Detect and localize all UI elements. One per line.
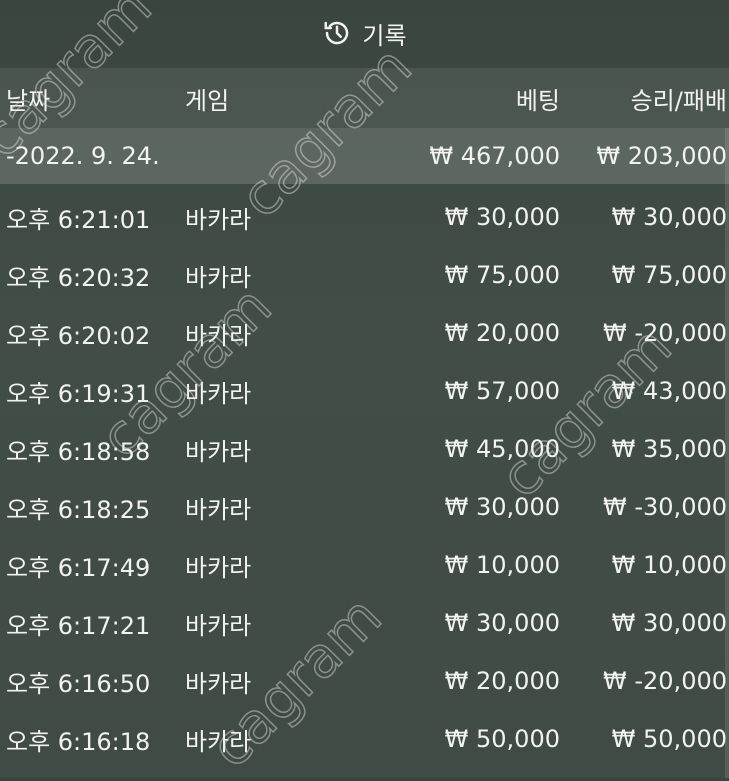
row-result: ₩ 75,000 bbox=[611, 261, 727, 289]
row-bet: ₩ 30,000 bbox=[444, 609, 560, 637]
column-result: 승리/패배 bbox=[630, 86, 727, 115]
row-bet: ₩ 30,000 bbox=[444, 203, 560, 231]
row-game: 바카라 bbox=[185, 669, 252, 698]
title-label: 기록 bbox=[362, 21, 407, 50]
row-result: ₩ 10,000 bbox=[611, 551, 727, 579]
row-bet: ₩ 75,000 bbox=[444, 261, 560, 289]
table-header: 날짜 게임 베팅 승리/패배 bbox=[0, 68, 729, 128]
group-date: -2022. 9. 24. bbox=[6, 142, 160, 170]
row-time: 오후 6:20:32 bbox=[6, 263, 151, 292]
row-time: 오후 6:17:49 bbox=[6, 553, 151, 582]
group-result-total: ₩ 203,000 bbox=[596, 142, 727, 170]
table-row[interactable]: 오후 6:17:49 바카라 ₩ 10,000 ₩ 10,000 bbox=[0, 536, 729, 594]
table-row[interactable]: 오후 6:16:50 바카라 ₩ 20,000 ₩ -20,000 bbox=[0, 652, 729, 710]
row-result: ₩ 30,000 bbox=[611, 609, 727, 637]
table-row[interactable]: 오후 6:21:01 바카라 ₩ 30,000 ₩ 30,000 bbox=[0, 188, 729, 246]
row-time: 오후 6:19:31 bbox=[6, 379, 151, 408]
row-game: 바카라 bbox=[185, 321, 252, 350]
page-title: 기록 bbox=[0, 0, 729, 66]
row-bet: ₩ 20,000 bbox=[444, 667, 560, 695]
table-row[interactable]: 오후 6:18:58 바카라 ₩ 45,000 ₩ 35,000 bbox=[0, 420, 729, 478]
history-icon bbox=[324, 21, 349, 45]
row-result: ₩ 50,000 bbox=[611, 725, 727, 753]
table-row[interactable]: 오후 6:19:31 바카라 ₩ 57,000 ₩ 43,000 bbox=[0, 362, 729, 420]
row-time: 오후 6:20:02 bbox=[6, 321, 151, 350]
row-result: ₩ 43,000 bbox=[611, 377, 727, 405]
date-group-row[interactable]: -2022. 9. 24. ₩ 467,000 ₩ 203,000 bbox=[0, 128, 729, 184]
table-row[interactable]: 오후 6:20:02 바카라 ₩ 20,000 ₩ -20,000 bbox=[0, 304, 729, 362]
table-row[interactable]: 오후 6:18:25 바카라 ₩ 30,000 ₩ -30,000 bbox=[0, 478, 729, 536]
row-time: 오후 6:17:21 bbox=[6, 611, 151, 640]
table-row[interactable]: 오후 6:16:18 바카라 ₩ 50,000 ₩ 50,000 bbox=[0, 710, 729, 768]
row-time: 오후 6:16:50 bbox=[6, 669, 151, 698]
row-game: 바카라 bbox=[185, 611, 252, 640]
row-result: ₩ -20,000 bbox=[603, 319, 727, 347]
row-bet: ₩ 57,000 bbox=[444, 377, 560, 405]
row-result: ₩ -20,000 bbox=[603, 667, 727, 695]
row-game: 바카라 bbox=[185, 727, 252, 756]
row-time: 오후 6:18:58 bbox=[6, 437, 151, 466]
row-bet: ₩ 45,000 bbox=[444, 435, 560, 463]
row-bet: ₩ 30,000 bbox=[444, 493, 560, 521]
row-time: 오후 6:21:01 bbox=[6, 205, 151, 234]
row-bet: ₩ 10,000 bbox=[444, 551, 560, 579]
row-result: ₩ 35,000 bbox=[611, 435, 727, 463]
table-row[interactable]: 오후 6:17:21 바카라 ₩ 30,000 ₩ 30,000 bbox=[0, 594, 729, 652]
scrollbar[interactable] bbox=[725, 128, 729, 778]
row-time: 오후 6:16:18 bbox=[6, 727, 151, 756]
row-game: 바카라 bbox=[185, 379, 252, 408]
column-date: 날짜 bbox=[6, 86, 51, 115]
row-time: 오후 6:18:25 bbox=[6, 495, 151, 524]
group-bet-total: ₩ 467,000 bbox=[429, 142, 560, 170]
row-game: 바카라 bbox=[185, 553, 252, 582]
row-result: ₩ -30,000 bbox=[603, 493, 727, 521]
row-game: 바카라 bbox=[185, 495, 252, 524]
row-bet: ₩ 50,000 bbox=[444, 725, 560, 753]
column-game: 게임 bbox=[185, 86, 230, 115]
row-bet: ₩ 20,000 bbox=[444, 319, 560, 347]
row-game: 바카라 bbox=[185, 205, 252, 234]
row-game: 바카라 bbox=[185, 437, 252, 466]
table-row[interactable]: 오후 6:20:32 바카라 ₩ 75,000 ₩ 75,000 bbox=[0, 246, 729, 304]
row-game: 바카라 bbox=[185, 263, 252, 292]
row-result: ₩ 30,000 bbox=[611, 203, 727, 231]
column-bet: 베팅 bbox=[515, 86, 560, 115]
